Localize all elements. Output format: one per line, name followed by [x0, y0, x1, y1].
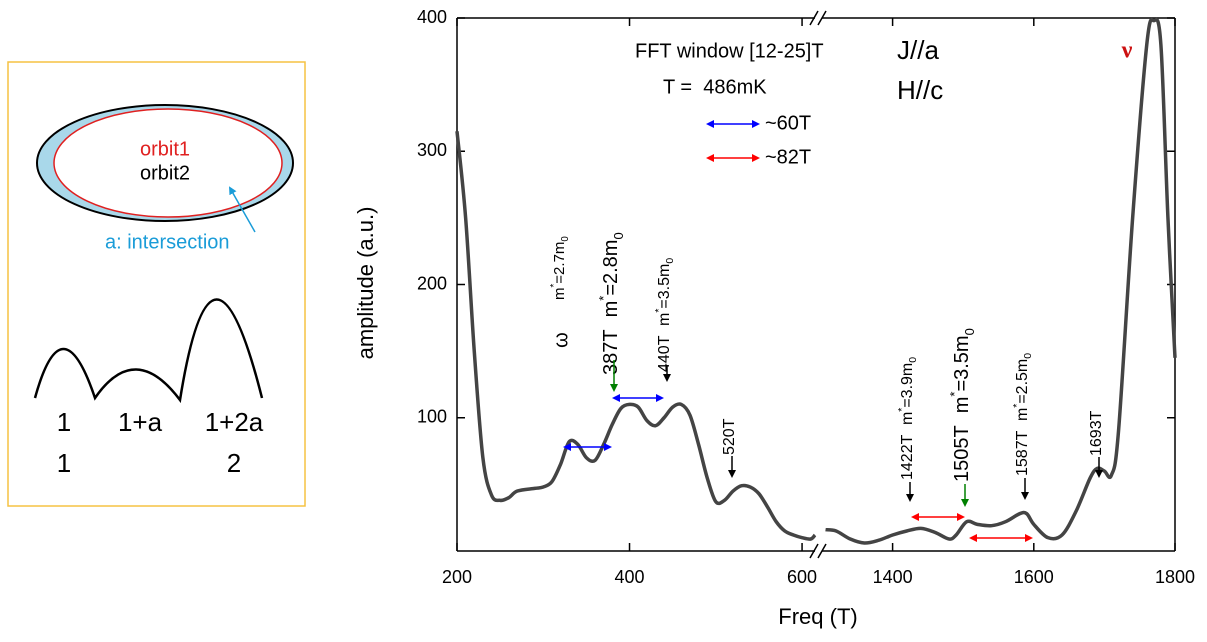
inset-label: 2	[227, 448, 241, 478]
inset-frame	[7, 61, 306, 507]
inset-label: 1	[57, 407, 71, 437]
annotation-mass: 0	[962, 328, 977, 335]
annotation-mass: m	[600, 301, 622, 318]
omega-label: ω	[550, 332, 572, 348]
annotation-label: 440T m*=3.5m0	[654, 258, 676, 372]
inset-label: 1	[57, 448, 71, 478]
annotation-label: 520T	[721, 418, 738, 455]
y-tick-label: 300	[417, 140, 447, 160]
x-tick-label: 400	[615, 567, 645, 587]
axis-break	[817, 10, 827, 26]
annotation-mass: *	[897, 408, 908, 412]
annotation-mass: m	[551, 288, 568, 301]
intersection-label: a: intersection	[105, 231, 230, 253]
x-tick-label: 1800	[1155, 567, 1195, 587]
annotation-mass: m	[656, 313, 673, 326]
annotation-freq: 440T	[656, 335, 673, 372]
annotation-mass: =3.5m	[656, 264, 673, 309]
axis-break	[809, 543, 819, 559]
span-legend-label: ~82T	[765, 146, 811, 168]
inner-orbit	[53, 108, 283, 218]
x-tick-label: 1600	[1014, 567, 1054, 587]
annotation-mass: 0	[908, 357, 919, 363]
annotation-mass: 0	[611, 232, 626, 239]
inset-label: 1+a	[118, 407, 163, 437]
x-tick-label: 1400	[873, 567, 913, 587]
annotation-label: 1693T	[1088, 410, 1105, 456]
temperature-label: T = 486mK	[663, 76, 767, 98]
annotation-mass: *	[1012, 404, 1023, 408]
y-tick-label: 100	[417, 407, 447, 427]
annotation-mass: *	[596, 296, 611, 301]
annotation-mass: 0	[560, 236, 571, 242]
annotation-label: 1422T m*=3.9m0	[897, 357, 919, 480]
annotation-label: 387T m*=2.8m0	[596, 232, 626, 375]
x-tick-label: 600	[787, 567, 817, 587]
amplitude-curve	[455, 131, 817, 541]
annotation-label: m*=2.7m0	[549, 236, 571, 300]
annotation-mass: *	[549, 284, 560, 288]
annotation-mass: =2.5m	[1014, 359, 1031, 404]
current-label: J//a	[897, 35, 939, 65]
inset-label: 1+2a	[205, 407, 264, 437]
annotation-freq: 1587T	[1014, 430, 1031, 476]
axis-break	[817, 543, 827, 559]
inset: orbit1 orbit2 a: intersection 1 1+a 1+2a…	[7, 61, 306, 507]
annotation-mass: =2.8m	[600, 240, 622, 296]
orbit1-label: orbit1	[140, 138, 190, 160]
field-label: H//c	[897, 75, 943, 105]
annotation-mass: m	[1014, 408, 1031, 421]
annotation-freq: 1505T	[951, 425, 973, 482]
annotation-mass: *	[654, 309, 665, 313]
annotation-mass: m	[899, 412, 916, 425]
annotation-freq: 387T	[600, 329, 622, 375]
y-tick-label: 400	[417, 7, 447, 27]
annotation-freq: 520T	[721, 418, 738, 455]
annotation-freq: 1422T	[899, 434, 916, 480]
window-label: FFT window [12-25]T	[635, 40, 824, 62]
annotation-mass: 0	[1023, 353, 1034, 359]
annotation-freq: 1693T	[1088, 410, 1105, 456]
intersection-arrow	[229, 186, 256, 233]
orbit2-label: orbit2	[140, 162, 190, 184]
x-axis-title: Freq (T)	[778, 604, 857, 629]
annotation-mass: m	[951, 397, 973, 414]
annotation-mass: 0	[665, 258, 676, 264]
x-tick-label: 200	[442, 567, 472, 587]
y-tick-label: 200	[417, 273, 447, 293]
amplitude-curve	[825, 17, 1177, 545]
annotation-mass: =3.9m	[899, 363, 916, 408]
y-axis-title: amplitude (a.u.)	[353, 207, 378, 360]
span-legend-label: ~60T	[765, 112, 811, 134]
annotation-mass: *	[947, 392, 962, 397]
annotation-mass: =3.5m	[951, 335, 973, 391]
annotation-label: 1587T m*=2.5m0	[1012, 353, 1034, 476]
axis-break	[809, 10, 819, 26]
inset-curve	[33, 298, 264, 404]
annotation-label: 1505T m*=3.5m0	[947, 328, 977, 482]
nu-label: ν	[1121, 38, 1133, 64]
annotation-mass: =2.7m	[551, 242, 568, 284]
